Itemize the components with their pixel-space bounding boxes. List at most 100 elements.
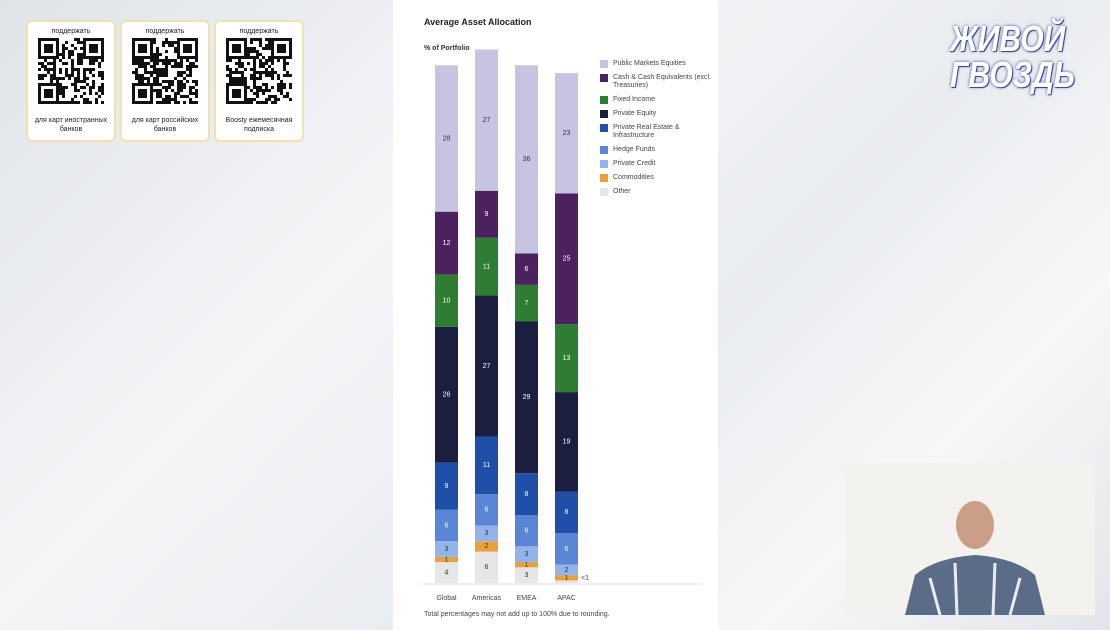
qr-cell	[280, 50, 283, 53]
qr-cell	[238, 47, 241, 50]
qr-cell	[98, 86, 101, 89]
qr-cell	[62, 89, 65, 92]
qr-cell	[253, 38, 256, 41]
qr-cell	[289, 41, 292, 44]
qr-cell	[189, 74, 192, 77]
qr-cell	[226, 44, 229, 47]
qr-cell	[174, 50, 177, 53]
qr-cell	[86, 68, 89, 71]
qr-cell	[265, 98, 268, 101]
qr-cell	[235, 38, 238, 41]
qr-cell	[189, 68, 192, 71]
value-label: 1	[525, 562, 529, 569]
qr-cell	[86, 56, 89, 59]
bar-segment	[555, 580, 578, 583]
qr-cell	[195, 101, 198, 104]
qr-cell	[271, 38, 274, 41]
qr-cell	[177, 47, 180, 50]
qr-cell	[92, 38, 95, 41]
qr-cell	[89, 56, 92, 59]
chart: 4136926101228Global6236112711927Americas…	[423, 49, 703, 602]
qr-cell	[180, 59, 183, 62]
qr-cell	[165, 56, 168, 59]
qr-cell	[38, 68, 41, 71]
qr-cell	[177, 41, 180, 44]
qr-cell	[183, 38, 186, 41]
qr-cell	[256, 95, 259, 98]
qr-cell	[186, 74, 189, 77]
legend-label: Private Real Estate & Infrastructure	[613, 124, 680, 139]
qr-cell	[186, 95, 189, 98]
qr-cell	[180, 62, 183, 65]
qr-cell	[41, 77, 44, 80]
qr-cell	[159, 68, 162, 71]
shirt	[905, 555, 1045, 615]
qr-cell	[268, 71, 271, 74]
qr-cell	[68, 74, 71, 77]
qr-cell	[153, 71, 156, 74]
qr-cell	[138, 56, 141, 59]
qr-cell	[259, 89, 262, 92]
qr-cell	[253, 86, 256, 89]
qr-cell	[232, 101, 235, 104]
qr-cell	[192, 101, 195, 104]
qr-cell	[238, 65, 241, 68]
qr-cell	[235, 83, 238, 86]
qr-cell	[62, 95, 65, 98]
qr-cell	[265, 47, 268, 50]
qr-cell	[268, 65, 271, 68]
qr-cell	[59, 53, 62, 56]
qr-cell	[59, 101, 62, 104]
qr-cell	[168, 83, 171, 86]
qr-cell	[138, 65, 141, 68]
bar-segment	[475, 237, 498, 296]
qr-cell	[144, 62, 147, 65]
qr-cell	[256, 77, 259, 80]
qr-cell	[247, 56, 250, 59]
qr-cell	[101, 83, 104, 86]
qr-cell	[226, 101, 229, 104]
qr-cell	[50, 50, 53, 53]
qr-cell	[180, 65, 183, 68]
qr-cell	[241, 65, 244, 68]
x-tick-label: Americas	[472, 595, 502, 602]
qr-cell	[226, 50, 229, 53]
qr-cell	[186, 68, 189, 71]
qr-cell	[195, 95, 198, 98]
qr-cell	[174, 59, 177, 62]
qr-cell	[241, 83, 244, 86]
qr-cell	[138, 44, 141, 47]
legend-swatch	[600, 146, 608, 154]
qr-cell	[135, 74, 138, 77]
qr-cell	[138, 92, 141, 95]
qr-cell	[56, 56, 59, 59]
qr-cell	[159, 101, 162, 104]
bar-segment	[435, 556, 458, 563]
qr-cell	[165, 71, 168, 74]
qr-cell	[47, 92, 50, 95]
qr-cell	[229, 71, 232, 74]
qr-cell	[71, 62, 74, 65]
qr-cell	[141, 62, 144, 65]
qr-cell	[80, 53, 83, 56]
qr-cell	[50, 38, 53, 41]
qr-cell	[183, 77, 186, 80]
qr-cell	[171, 89, 174, 92]
qr-cell	[259, 77, 262, 80]
qr-cell	[274, 95, 277, 98]
qr-cell	[280, 83, 283, 86]
bar-segment	[555, 392, 578, 492]
value-label: 1	[565, 575, 569, 582]
qr-cell	[265, 71, 268, 74]
qr-cell	[195, 44, 198, 47]
qr-cell	[132, 92, 135, 95]
qr-cell	[71, 53, 74, 56]
qr-cell	[144, 44, 147, 47]
qr-cell	[238, 101, 241, 104]
qr-cell	[86, 38, 89, 41]
qr-cell	[53, 68, 56, 71]
qr-cell	[89, 92, 92, 95]
qr-cell	[271, 44, 274, 47]
qr-cell	[283, 56, 286, 59]
qr-cell	[74, 86, 77, 89]
